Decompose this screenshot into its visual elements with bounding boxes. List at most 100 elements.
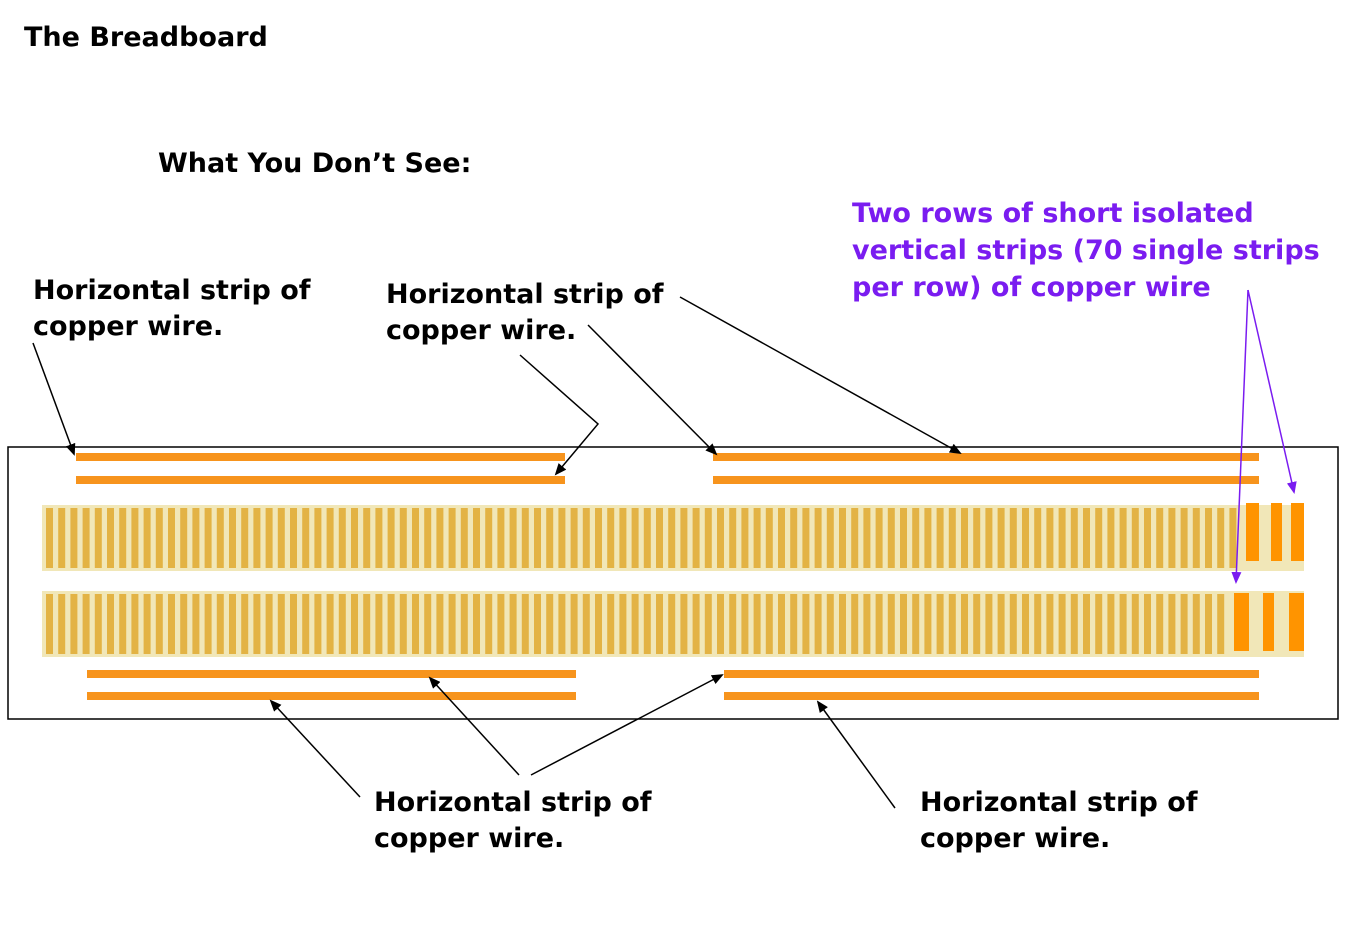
vertical-strip (143, 508, 151, 568)
vertical-strip (826, 594, 834, 654)
vertical-strip (436, 508, 444, 568)
vertical-strip (424, 594, 432, 654)
vertical-strip (936, 508, 944, 568)
vertical-strip (216, 508, 224, 568)
vertical-strip (729, 508, 737, 568)
vertical-strip (521, 508, 529, 568)
vertical-strip (656, 594, 663, 654)
label-top-left: Horizontal strip of copper wire. (33, 273, 311, 345)
vertical-strip (314, 508, 322, 568)
vertical-strip (656, 508, 663, 568)
vertical-strip (534, 508, 541, 568)
vertical-strip (94, 508, 102, 568)
vertical-strip (338, 594, 346, 654)
vertical-strip (765, 508, 773, 568)
vertical-strip (1119, 508, 1127, 568)
vertical-strip (351, 594, 358, 654)
vertical-strip (1180, 594, 1188, 654)
vertical-strip (180, 508, 188, 568)
vertical-strip (119, 508, 127, 568)
vertical-strip (814, 594, 822, 654)
vertical-strip (802, 594, 810, 654)
vertical-strip (241, 594, 249, 654)
vertical-strip (887, 508, 895, 568)
vertical-strip (875, 594, 883, 654)
arrow-bottom-center-right (530, 674, 724, 776)
vertical-strip (387, 508, 395, 568)
vertical-strip (351, 508, 358, 568)
vertical-strip (46, 508, 53, 568)
vertical-strip (1022, 594, 1029, 654)
vertical-strip (436, 594, 444, 654)
vertical-strip (1034, 508, 1042, 568)
label-line: Horizontal strip of (386, 279, 664, 310)
arrow-top-center-left (519, 354, 600, 476)
vertical-strip (277, 594, 285, 654)
highlight-strip-bottom-1 (1234, 593, 1249, 651)
vertical-strip (839, 508, 846, 568)
vertical-strip (229, 594, 236, 654)
label-bottom-right: Horizontal strip of copper wire. (920, 785, 1198, 857)
vertical-strip (570, 508, 578, 568)
vertical-strip (997, 594, 1005, 654)
vertical-strip (570, 594, 578, 654)
vertical-strip (375, 594, 383, 654)
vertical-strip (1192, 508, 1200, 568)
vertical-strip (265, 508, 273, 568)
vertical-strip (1070, 594, 1078, 654)
vertical-strip (46, 594, 53, 654)
vertical-strip (631, 508, 639, 568)
vertical-strip (912, 594, 920, 654)
vertical-strip (302, 508, 310, 568)
vertical-strip (961, 508, 968, 568)
label-line: per row) of copper wire (852, 272, 1211, 303)
vertical-strip (1046, 594, 1054, 654)
vertical-strip (82, 508, 90, 568)
arrow-purple-bottom-row (1231, 289, 1249, 584)
vertical-strip (412, 508, 419, 568)
vertical-strip (265, 594, 273, 654)
vertical-strip (973, 594, 981, 654)
vertical-strip (82, 594, 90, 654)
vertical-strip (631, 594, 639, 654)
vertical-strip (961, 594, 968, 654)
vertical-strip (1144, 508, 1151, 568)
vertical-strip (936, 594, 944, 654)
bottom-right-strip-1 (724, 670, 1259, 678)
vertical-strip (253, 508, 261, 568)
vertical-strip (424, 508, 432, 568)
vertical-strip (1107, 508, 1115, 568)
vertical-strip (253, 594, 261, 654)
label-line: copper wire. (374, 823, 565, 854)
page-subtitle: What You Don’t See: (158, 148, 472, 179)
vertical-strip (1119, 594, 1127, 654)
vertical-strip (399, 594, 407, 654)
vertical-strip (326, 594, 334, 654)
highlight-strip-top-2 (1271, 503, 1282, 561)
vertical-strip (1083, 594, 1090, 654)
vertical-strip (1058, 594, 1066, 654)
vertical-strip (1058, 508, 1066, 568)
vertical-strip (851, 594, 859, 654)
vertical-strip (277, 508, 285, 568)
vertical-strip (1217, 594, 1225, 654)
top-right-strip-1 (713, 453, 1259, 461)
vertical-strip (290, 508, 297, 568)
vertical-strip (448, 508, 456, 568)
vertical-strip (704, 594, 712, 654)
vertical-strip (192, 594, 200, 654)
vertical-strip (168, 594, 175, 654)
vertical-strip (1131, 594, 1139, 654)
vertical-strip (924, 508, 932, 568)
vertical-strip (1022, 508, 1029, 568)
bottom-left-strip-1 (87, 670, 576, 678)
vertical-strip (363, 508, 371, 568)
arrow-purple-top-row (1247, 289, 1297, 494)
vertical-strip (863, 508, 871, 568)
vertical-strip (692, 594, 700, 654)
vertical-strip (802, 508, 810, 568)
vertical-strip (521, 594, 529, 654)
vertical-strip (558, 594, 566, 654)
